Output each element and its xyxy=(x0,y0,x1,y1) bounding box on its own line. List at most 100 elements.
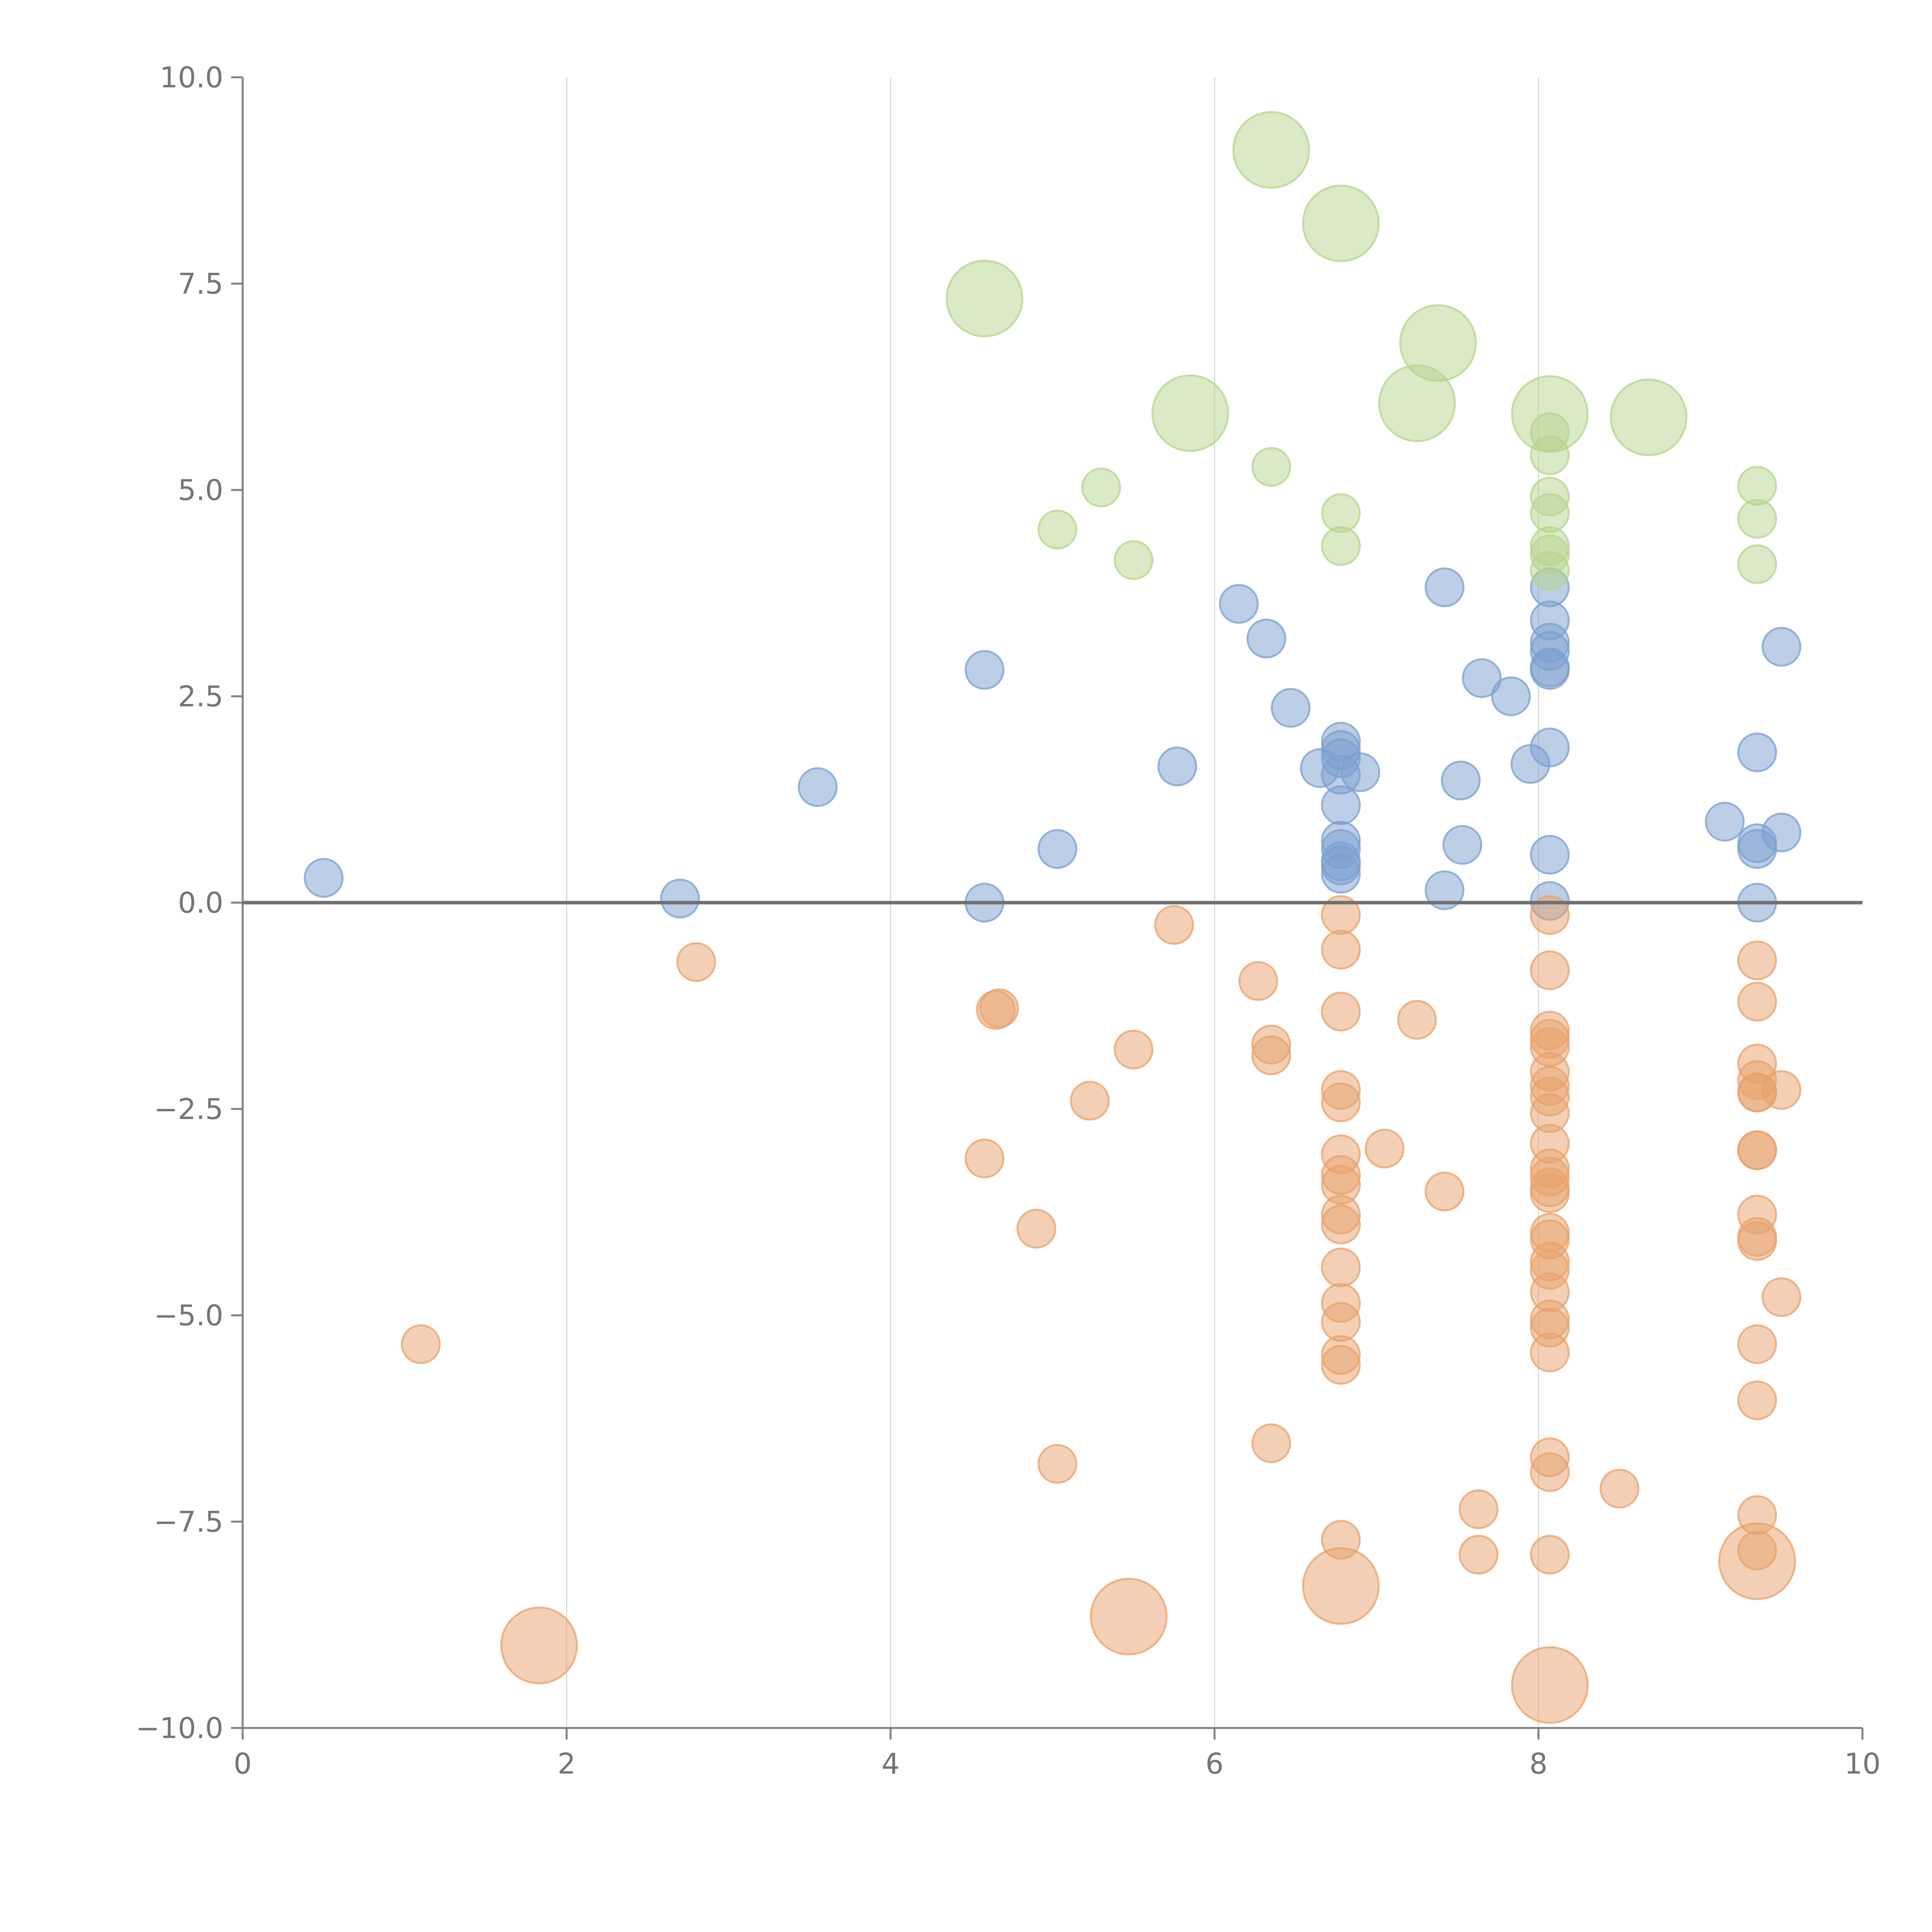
data-point-negative xyxy=(1321,1345,1361,1385)
data-point-high xyxy=(1151,374,1229,452)
data-point-positive xyxy=(1424,567,1464,607)
data-point-positive xyxy=(1705,802,1745,842)
x-tick-label: 6 xyxy=(1206,1747,1224,1781)
data-point-positive xyxy=(964,650,1005,690)
data-point-negative xyxy=(1761,1070,1801,1110)
y-tick-label: 7.5 xyxy=(178,267,223,301)
data-point-positive xyxy=(304,858,344,898)
data-point-high xyxy=(1114,540,1154,580)
data-point-negative xyxy=(1090,1578,1168,1656)
data-point-negative xyxy=(1016,1209,1056,1249)
data-point-positive xyxy=(1270,688,1311,728)
data-point-negative xyxy=(1321,992,1361,1032)
data-point-negative xyxy=(676,942,716,982)
data-point-negative xyxy=(1070,1081,1110,1121)
data-point-positive xyxy=(1530,727,1570,767)
data-point-positive xyxy=(1462,658,1502,698)
data-point-positive xyxy=(1530,835,1570,875)
data-point-negative xyxy=(1302,1547,1380,1625)
x-tick-label: 8 xyxy=(1529,1747,1548,1781)
data-point-negative xyxy=(1321,1204,1361,1245)
y-tick-label: 0.0 xyxy=(178,886,223,920)
data-point-negative xyxy=(1238,961,1278,1001)
data-point-negative xyxy=(1761,1277,1801,1317)
data-point-negative xyxy=(1424,1172,1464,1212)
data-point-positive xyxy=(1442,825,1483,865)
data-point-negative xyxy=(1321,930,1361,970)
data-point-negative xyxy=(1321,1082,1361,1122)
data-point-negative xyxy=(500,1606,578,1684)
data-point-negative xyxy=(1364,1129,1405,1169)
y-tick-label: 5.0 xyxy=(178,474,223,507)
data-point-negative xyxy=(1530,1452,1570,1492)
data-point-negative xyxy=(1737,981,1777,1022)
data-point-high xyxy=(1232,111,1310,189)
data-point-high xyxy=(1302,184,1380,262)
data-point-positive xyxy=(1530,650,1570,690)
data-point-negative xyxy=(1530,950,1570,990)
data-point-high xyxy=(1737,499,1777,539)
data-point-negative xyxy=(1530,1534,1570,1575)
x-tick-label: 10 xyxy=(1844,1747,1881,1781)
data-point-negative xyxy=(1251,1423,1291,1463)
y-tick-label: 10.0 xyxy=(160,61,223,94)
data-point-negative xyxy=(1737,940,1777,981)
data-point-positive xyxy=(1761,627,1801,667)
data-point-high xyxy=(1530,435,1570,475)
data-point-positive xyxy=(1761,812,1801,852)
data-point-positive xyxy=(660,878,700,918)
x-tick-label: 4 xyxy=(881,1747,900,1781)
y-tick-label: −10.0 xyxy=(136,1712,223,1745)
y-tick-label: −2.5 xyxy=(154,1093,223,1126)
data-point-positive xyxy=(1491,676,1531,716)
data-point-positive xyxy=(1340,752,1380,793)
data-point-positive xyxy=(1737,732,1777,772)
data-point-negative xyxy=(964,1138,1005,1179)
data-point-negative xyxy=(1718,1522,1796,1600)
data-point-positive xyxy=(1219,584,1259,624)
data-point-positive xyxy=(1440,760,1481,801)
data-point-positive xyxy=(1246,618,1286,658)
data-point-positive xyxy=(1321,785,1361,825)
data-point-negative xyxy=(1397,1000,1437,1040)
data-point-negative xyxy=(979,988,1019,1028)
data-point-negative xyxy=(1530,895,1570,935)
data-point-high xyxy=(946,259,1024,337)
data-point-high xyxy=(1321,526,1361,566)
data-point-negative xyxy=(1037,1444,1078,1484)
data-point-negative xyxy=(1737,1380,1777,1420)
data-point-positive xyxy=(798,767,838,807)
y-tick-label: −7.5 xyxy=(154,1505,223,1539)
data-point-high xyxy=(1037,510,1078,550)
data-point-negative xyxy=(1530,1173,1570,1213)
data-point-negative xyxy=(1511,1646,1589,1724)
x-tick-label: 2 xyxy=(558,1747,576,1781)
data-point-negative xyxy=(1114,1029,1154,1070)
data-point-negative xyxy=(1154,905,1194,945)
data-point-negative xyxy=(1599,1469,1639,1509)
point-layer xyxy=(243,111,1862,1724)
data-point-negative xyxy=(1737,1221,1777,1261)
data-point-high xyxy=(1530,551,1570,591)
y-tick-label: 2.5 xyxy=(178,680,223,713)
data-point-negative xyxy=(401,1324,441,1364)
data-point-high xyxy=(1251,447,1291,487)
x-tick-label: 0 xyxy=(233,1747,252,1781)
data-point-high xyxy=(1399,304,1477,382)
data-point-negative xyxy=(1737,1130,1777,1170)
data-point-negative xyxy=(1458,1534,1498,1575)
data-point-high xyxy=(1610,378,1688,456)
data-point-negative xyxy=(1530,1332,1570,1372)
data-point-positive xyxy=(1037,829,1078,869)
data-point-high xyxy=(1081,468,1121,508)
data-point-negative xyxy=(1458,1489,1498,1529)
data-point-negative xyxy=(1251,1035,1291,1075)
data-point-negative xyxy=(1321,1247,1361,1287)
y-tick-label: −5.0 xyxy=(154,1299,223,1332)
data-point-positive xyxy=(1424,870,1464,910)
data-point-negative xyxy=(1737,1324,1777,1364)
data-point-positive xyxy=(1321,854,1361,894)
data-point-high xyxy=(1737,544,1777,584)
